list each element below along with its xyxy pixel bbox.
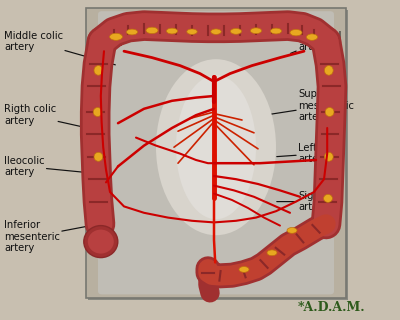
Text: Superior
mesenteric
artery: Superior mesenteric artery	[257, 89, 354, 122]
Ellipse shape	[211, 29, 221, 35]
Text: Inferior
mesenteric
artery: Inferior mesenteric artery	[4, 220, 113, 253]
Ellipse shape	[187, 29, 197, 35]
Ellipse shape	[306, 34, 318, 40]
Ellipse shape	[290, 29, 302, 36]
Text: Ileocolic
artery: Ileocolic artery	[4, 156, 103, 177]
Ellipse shape	[250, 28, 262, 34]
Ellipse shape	[93, 108, 102, 116]
Ellipse shape	[324, 152, 333, 161]
Ellipse shape	[126, 29, 138, 35]
Ellipse shape	[176, 75, 256, 219]
Text: Sigmoid
arteries: Sigmoid arteries	[277, 191, 338, 212]
Ellipse shape	[110, 33, 122, 40]
Ellipse shape	[94, 66, 103, 75]
Ellipse shape	[325, 108, 334, 116]
Ellipse shape	[324, 66, 333, 75]
Ellipse shape	[156, 59, 276, 235]
Ellipse shape	[88, 230, 114, 253]
Text: Rigth colic
artery: Rigth colic artery	[4, 104, 99, 131]
FancyBboxPatch shape	[86, 8, 346, 298]
Text: *A.D.A.M.: *A.D.A.M.	[298, 301, 366, 314]
Ellipse shape	[270, 28, 282, 34]
Ellipse shape	[287, 228, 297, 233]
Ellipse shape	[146, 27, 158, 34]
Ellipse shape	[324, 194, 332, 203]
Ellipse shape	[230, 28, 242, 34]
FancyBboxPatch shape	[98, 11, 334, 294]
Ellipse shape	[84, 226, 118, 258]
Ellipse shape	[166, 28, 178, 34]
Ellipse shape	[94, 152, 103, 161]
Text: Marginal
artery: Marginal artery	[290, 31, 341, 53]
Text: Middle colic
artery: Middle colic artery	[4, 31, 115, 65]
FancyBboxPatch shape	[88, 10, 348, 300]
Ellipse shape	[267, 250, 277, 256]
Text: Left colic
artery: Left colic artery	[277, 143, 343, 164]
Ellipse shape	[239, 267, 249, 272]
